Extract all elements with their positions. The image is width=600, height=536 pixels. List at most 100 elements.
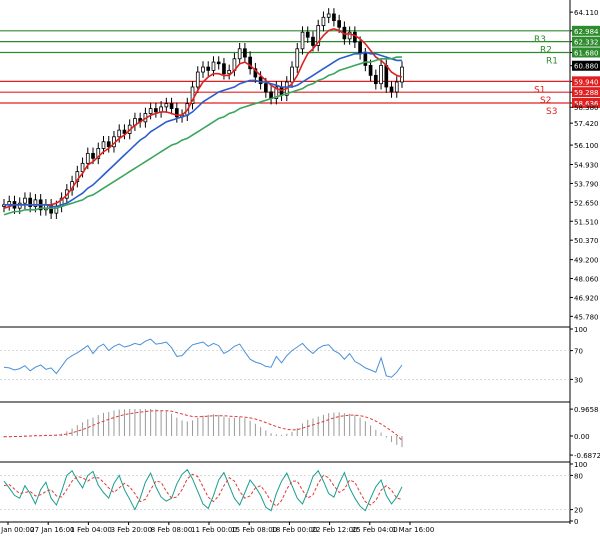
indicator-1-tick-label: 70	[574, 348, 583, 356]
indicator-2-tick-label: 0.9658	[574, 406, 599, 414]
candle-body	[394, 81, 399, 93]
candle-body	[290, 66, 294, 83]
price-tick-label: 62.332	[574, 39, 599, 47]
price-tick-label: 57.420	[574, 120, 599, 128]
candle-body	[211, 61, 216, 71]
candle-body	[80, 162, 85, 173]
indicator-2-tick-label: -0.6872	[574, 452, 600, 460]
candle-body	[353, 31, 357, 43]
candle-body	[216, 61, 221, 65]
price-tick-label: 59.940	[574, 78, 599, 86]
price-tick-label: 48.060	[574, 276, 599, 284]
price-tick-label: 58.380	[574, 104, 599, 112]
time-tick-label: 3 Feb 20:00	[111, 526, 152, 534]
candle-body	[358, 41, 362, 55]
price-axis: 64.110 62.984 62.332 61.680 60.880 59.940 59.2…	[570, 9, 600, 321]
candle-body	[91, 152, 95, 159]
time-tick-label: 25 Feb 04:00	[352, 526, 398, 534]
price-tag-bg	[572, 76, 600, 87]
candle-body	[85, 152, 90, 164]
candle-body	[237, 48, 242, 60]
candle-body	[274, 86, 279, 100]
moving-average-line-1	[4, 51, 402, 208]
candle-body	[96, 148, 101, 159]
time-tick-label: 22 Feb 12:00	[312, 526, 358, 534]
time-tick-label: 26 Jan 00:00	[0, 526, 34, 534]
candle-body	[264, 83, 268, 93]
candle-body	[368, 65, 373, 76]
time-tick-label: 11 Feb 00:00	[191, 526, 237, 534]
indicator-1-line	[3, 338, 403, 378]
candle-body	[316, 25, 321, 46]
candle-body	[379, 65, 383, 85]
price-tick-label: 54.930	[574, 162, 599, 170]
candle-body	[332, 13, 336, 21]
candle-body	[321, 16, 326, 26]
level-label-s1: S1	[534, 85, 545, 95]
candle-body	[248, 56, 252, 70]
candle-body	[148, 108, 153, 114]
indicator-3-main-line	[3, 468, 403, 512]
candle-body	[227, 69, 232, 75]
panel-frames	[0, 0, 571, 524]
level-label-s3: S3	[546, 107, 557, 117]
indicator-panel-2: 0.9658 0.00 -0.6872	[3, 406, 600, 460]
candle-body	[75, 171, 80, 182]
time-tick-label: 18 Feb 00:00	[271, 526, 317, 534]
price-tick-label: 56.100	[574, 142, 599, 150]
candle-body	[190, 86, 195, 104]
indicator-1-tick-label: 100	[574, 326, 587, 334]
candle-body	[33, 199, 38, 207]
candle-body	[400, 66, 404, 83]
candle-body	[295, 48, 300, 68]
moving-averages	[3, 28, 403, 216]
indicator-3-tick-label: 20	[574, 507, 583, 515]
price-tick-label: 53.790	[574, 180, 599, 188]
price-tag-bg	[572, 87, 600, 98]
candle-body	[106, 141, 111, 148]
candle-body	[243, 48, 247, 58]
candle-body	[154, 108, 158, 113]
price-tick-label: 46.920	[574, 294, 599, 302]
price-tick-label: 59.288	[574, 89, 599, 97]
time-tick-label: 1 Feb 04:00	[70, 526, 111, 534]
candle-body	[311, 36, 315, 46]
current-price-tag-bg	[572, 60, 600, 71]
time-tick-label: 27 Jan 16:00	[30, 526, 74, 534]
candle-body	[28, 197, 33, 207]
candle-body	[222, 63, 226, 75]
indicator-panel-3: 100 80 20 0	[0, 461, 587, 526]
candle-body	[389, 86, 394, 93]
price-tick-label: 50.370	[574, 237, 599, 245]
candle-body	[195, 71, 200, 88]
price-tick-label: 51.510	[574, 218, 599, 226]
candle-body	[122, 129, 127, 134]
price-tick-label: 45.780	[574, 313, 599, 321]
candle-body	[300, 31, 305, 50]
level-label-s2: S2	[540, 96, 551, 106]
current-price-label: 60.880	[574, 63, 599, 71]
candle-body	[164, 103, 169, 108]
candle-body	[101, 141, 106, 149]
indicator-1-tick-label: 30	[574, 376, 583, 384]
candle-body	[305, 31, 310, 38]
indicator-2-signal-line	[4, 410, 403, 441]
indicator-3-tick-label: 80	[574, 472, 583, 480]
moving-average-line-2	[3, 56, 402, 216]
price-tick-label: 64.110	[574, 9, 599, 17]
candle-body	[169, 103, 174, 109]
candle-body	[253, 68, 258, 78]
time-tick-label: 8 Feb 08:00	[151, 526, 192, 534]
price-tick-label: 61.680	[574, 49, 599, 57]
level-label-r3: R3	[534, 35, 546, 45]
indicator-panel-1: 100 70 30	[0, 326, 587, 384]
moving-average-line-0	[3, 28, 403, 209]
candle-body	[17, 202, 22, 209]
candle-body	[258, 76, 263, 85]
price-tick-label: 62.984	[574, 28, 599, 36]
candle-body	[384, 65, 389, 88]
price-tick-label: 49.200	[574, 257, 599, 265]
